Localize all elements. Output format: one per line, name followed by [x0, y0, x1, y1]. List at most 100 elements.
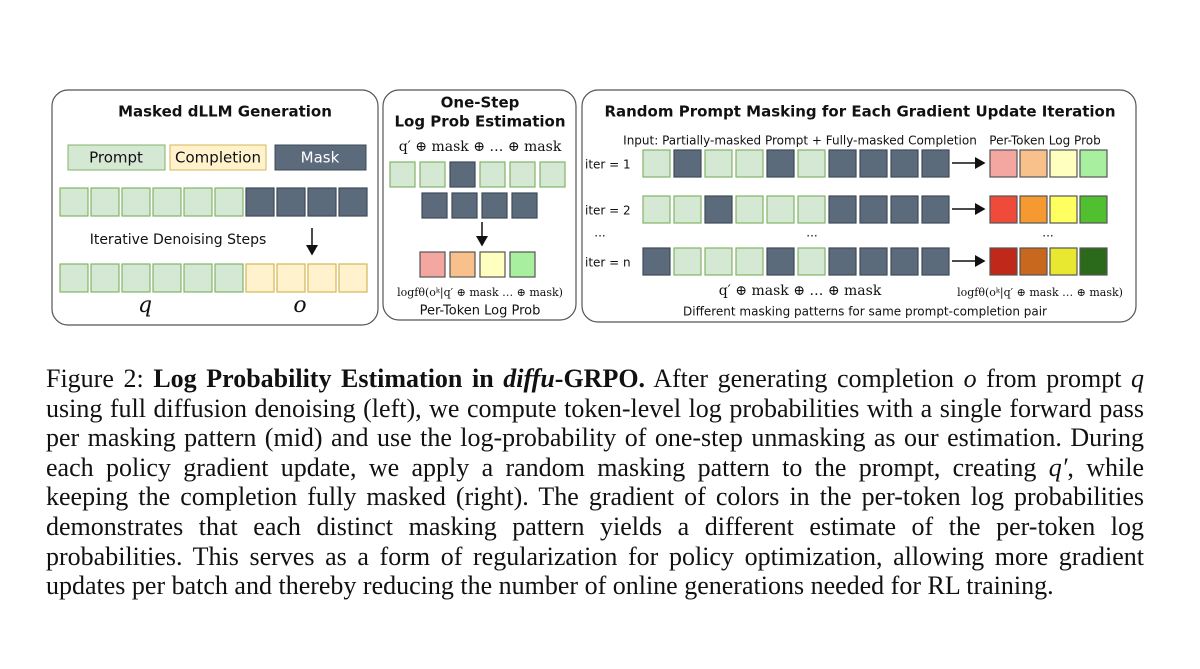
token-box [449, 161, 476, 188]
formula: q′ ⊕ mask ⊕ … ⊕ mask [399, 139, 562, 155]
token-box [1049, 149, 1078, 178]
formula: q′ ⊕ mask ⊕ … ⊕ mask [719, 283, 882, 299]
token-box [276, 187, 306, 217]
token-box [338, 187, 368, 217]
token-box [152, 187, 182, 217]
token-box [735, 195, 764, 224]
token-box [1079, 247, 1108, 276]
legend-label: Mask [301, 149, 340, 167]
token-box [766, 149, 795, 178]
caption-title: diffu [503, 364, 555, 393]
legend-box [169, 144, 267, 171]
token-box [890, 195, 919, 224]
legend-label: Prompt [89, 149, 143, 167]
token-box [642, 195, 671, 224]
token-box [511, 192, 538, 219]
token-box [1049, 195, 1078, 224]
caption-text: , while keeping the completion fully mas… [46, 452, 1145, 601]
token-box [509, 251, 536, 278]
token-box [481, 192, 508, 219]
token-box [245, 263, 275, 293]
token-box [419, 251, 446, 278]
iter-label: iter = n [585, 256, 631, 270]
token-box [828, 195, 857, 224]
token-box [735, 247, 764, 276]
token-box [642, 149, 671, 178]
legend-label: Completion [175, 149, 261, 167]
header: Input: Partially-masked Prompt + Fully-m… [623, 134, 977, 148]
token-box [890, 149, 919, 178]
formula: logfθ(oᵏ|q′ ⊕ mask … ⊕ mask) [957, 286, 1123, 300]
token-box [766, 195, 795, 224]
token-box [419, 161, 446, 188]
caption-text: from prompt [976, 364, 1132, 393]
token-box [152, 263, 182, 293]
left-panel [51, 89, 379, 326]
footer: Different masking patterns for same prom… [683, 305, 1047, 319]
token-box [989, 149, 1018, 178]
token-box [797, 149, 826, 178]
token-box [1019, 195, 1048, 224]
caption: Figure 2: Log Probability Estimation in … [46, 364, 1144, 601]
token-box [921, 149, 950, 178]
token-box [797, 247, 826, 276]
panel-title: One-Step [441, 94, 520, 112]
token-box [307, 187, 337, 217]
token-box [421, 192, 448, 219]
token-box [859, 195, 888, 224]
token-box [90, 263, 120, 293]
caption-title: -GRPO. [554, 364, 646, 393]
token-box [828, 149, 857, 178]
token-box [1079, 149, 1108, 178]
token-box [921, 195, 950, 224]
token-box [1019, 149, 1048, 178]
token-box [797, 195, 826, 224]
token-box [859, 149, 888, 178]
ellipsis: ... [1042, 226, 1053, 240]
iter-label: iter = 1 [585, 158, 631, 172]
token-box [59, 263, 89, 293]
token-box [307, 263, 337, 293]
symbol: o [293, 293, 306, 318]
token-box [214, 263, 244, 293]
token-box [183, 263, 213, 293]
token-box [859, 247, 888, 276]
iter-label: iter = 2 [585, 204, 631, 218]
token-box [704, 149, 733, 178]
token-box [704, 247, 733, 276]
token-box [449, 251, 476, 278]
caption-text: After generating completion [645, 364, 964, 393]
panel-title: Masked dLLM Generation [118, 103, 332, 121]
caption-label: Figure 2: [46, 364, 144, 393]
symbol: q [138, 293, 152, 318]
token-box [1019, 247, 1048, 276]
token-box [673, 195, 702, 224]
token-box [509, 161, 536, 188]
token-box [479, 251, 506, 278]
token-box [338, 263, 368, 293]
right-panel [581, 89, 1137, 323]
legend-box [274, 144, 367, 171]
caption-text: q′ [1048, 452, 1068, 482]
token-box [539, 161, 566, 188]
token-box [989, 247, 1018, 276]
token-box [59, 187, 89, 217]
token-box [735, 149, 764, 178]
token-box [673, 247, 702, 276]
token-box [1049, 247, 1078, 276]
token-box [642, 247, 671, 276]
token-box [479, 161, 506, 188]
token-box [245, 187, 275, 217]
label: Per-Token Log Prob [420, 304, 541, 319]
token-box [828, 247, 857, 276]
token-box [1079, 195, 1108, 224]
panel-title: Log Prob Estimation [394, 113, 565, 131]
token-box [121, 187, 151, 217]
caption-text: o [963, 364, 977, 393]
token-box [121, 263, 151, 293]
legend-box [67, 144, 166, 171]
caption-text: q [1131, 364, 1145, 393]
caption-text: using full diffusion denoising (left), w… [46, 393, 1144, 482]
step-label: Iterative Denoising Steps [90, 232, 267, 248]
